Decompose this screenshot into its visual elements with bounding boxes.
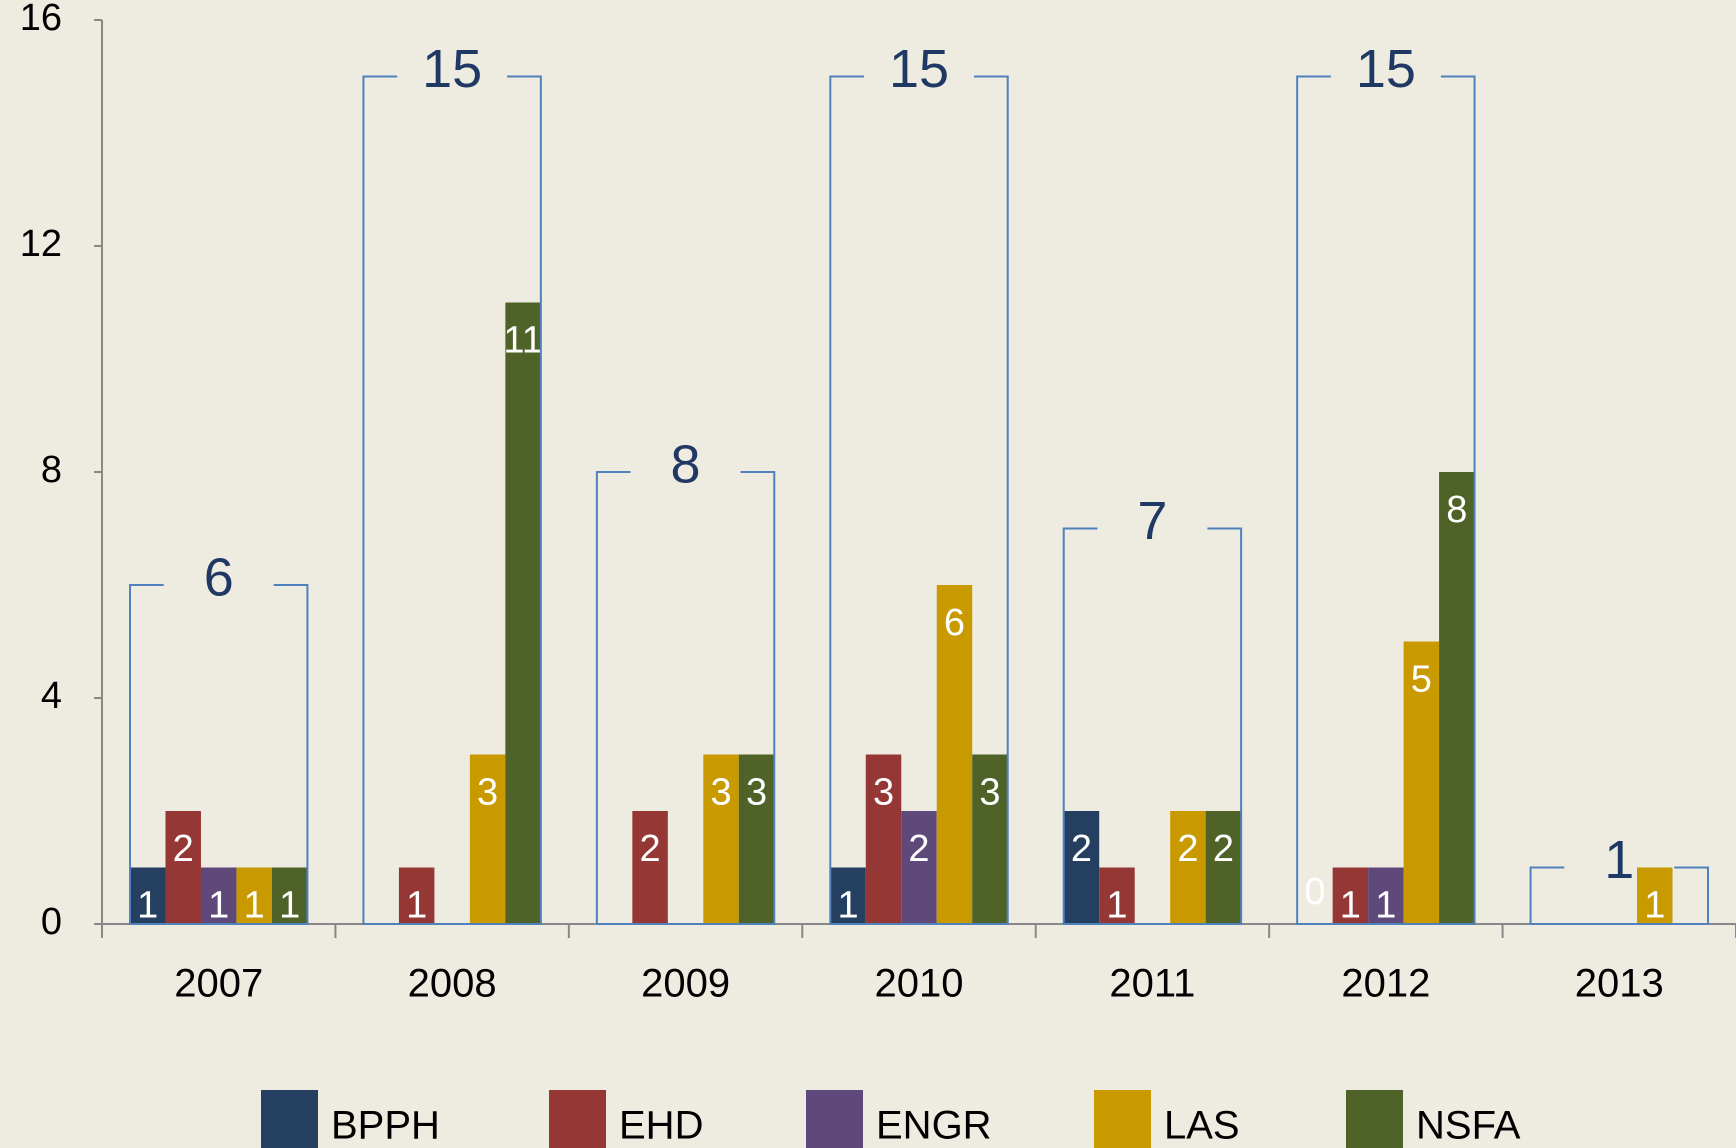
bar-value-label: 2 [1213,828,1234,870]
bar [505,302,541,924]
total-bracket [362,75,542,925]
bar-value-label: 11 [503,320,542,362]
bar-value-label: 1 [837,885,858,927]
bar [469,754,506,924]
y-tick-label: 16 [20,0,62,39]
legend-label: BPPH [331,1104,440,1148]
x-tick-label: 2010 [875,962,964,1006]
bar-value-label: 2 [1071,828,1092,870]
bar [236,867,272,924]
legend-label: NSFA [1416,1104,1521,1148]
legend-swatch [261,1090,318,1148]
bar-value-label: 1 [1340,885,1361,927]
bar-value-label: 5 [1411,659,1432,701]
total-bracket [1062,527,1243,925]
bar [1332,867,1369,924]
bar [936,585,973,924]
bar [130,867,166,924]
y-tick-label: 8 [41,449,62,491]
total-label: 6 [204,547,234,607]
bar [1170,811,1206,924]
bar [972,754,1008,924]
y-tick-label: 4 [41,675,62,717]
bar [200,867,237,924]
total-label: 15 [422,39,482,99]
total-label: 7 [1137,491,1167,551]
bar [632,811,668,924]
bar-value-label: 1 [1375,885,1396,927]
bar [1403,641,1440,924]
bar-value-label: 1 [406,885,427,927]
bar-value-label: 8 [1446,489,1467,531]
x-tick-label: 2011 [1109,962,1195,1006]
bar [165,811,201,924]
x-tick-label: 2012 [1341,962,1430,1006]
legend-swatch [1094,1090,1151,1148]
bar-value-label: 2 [908,828,929,870]
bar [398,867,435,924]
x-tick-label: 2008 [408,962,497,1006]
legend-swatch [1346,1090,1403,1148]
bar-value-label: 1 [137,885,158,927]
total-bracket [1529,866,1709,925]
bar-value-label: 0 [1304,871,1325,913]
bar-value-label: 3 [477,772,498,814]
bar [1439,472,1475,924]
total-bracket [1296,75,1476,925]
legend-label: ENGR [876,1104,992,1148]
legend-label: LAS [1164,1104,1240,1148]
bar [1063,811,1100,924]
bar-value-label: 1 [208,885,229,927]
bar [738,754,775,924]
bar-value-label: 1 [1106,885,1127,927]
bar [703,754,739,924]
legend-label: EHD [619,1104,703,1148]
bar-value-label: 2 [1177,828,1198,870]
total-bracket [595,471,776,925]
bar-value-label: 3 [873,772,894,814]
bar-value-label: 1 [1644,885,1665,927]
legend-swatch [806,1090,863,1148]
bar [830,867,866,924]
total-label: 8 [671,434,701,494]
bar-value-label: 2 [173,828,194,870]
legend-swatch [549,1090,606,1148]
y-tick-label: 0 [41,901,62,943]
bar-value-label: 6 [944,602,965,644]
bar [865,754,902,924]
bar-value-label: 1 [279,885,300,927]
bar-value-label: 2 [640,828,661,870]
total-bracket [129,584,309,925]
bar [1205,811,1242,924]
bar [1368,867,1404,924]
x-tick-label: 2009 [641,962,730,1006]
total-label: 15 [889,39,949,99]
bar [1637,867,1673,924]
total-label: 15 [1356,39,1416,99]
bar [1099,867,1135,924]
y-tick-label: 12 [20,223,62,265]
x-tick-label: 2007 [174,962,263,1006]
bar-value-label: 3 [710,772,731,814]
bar [271,867,308,924]
total-bracket [829,75,1009,925]
x-tick-label: 2013 [1575,962,1664,1006]
bar [901,811,937,924]
total-label: 1 [1604,830,1634,890]
bar-value-label: 1 [244,885,265,927]
bar-value-label: 3 [746,772,767,814]
bar-value-label: 3 [979,772,1000,814]
